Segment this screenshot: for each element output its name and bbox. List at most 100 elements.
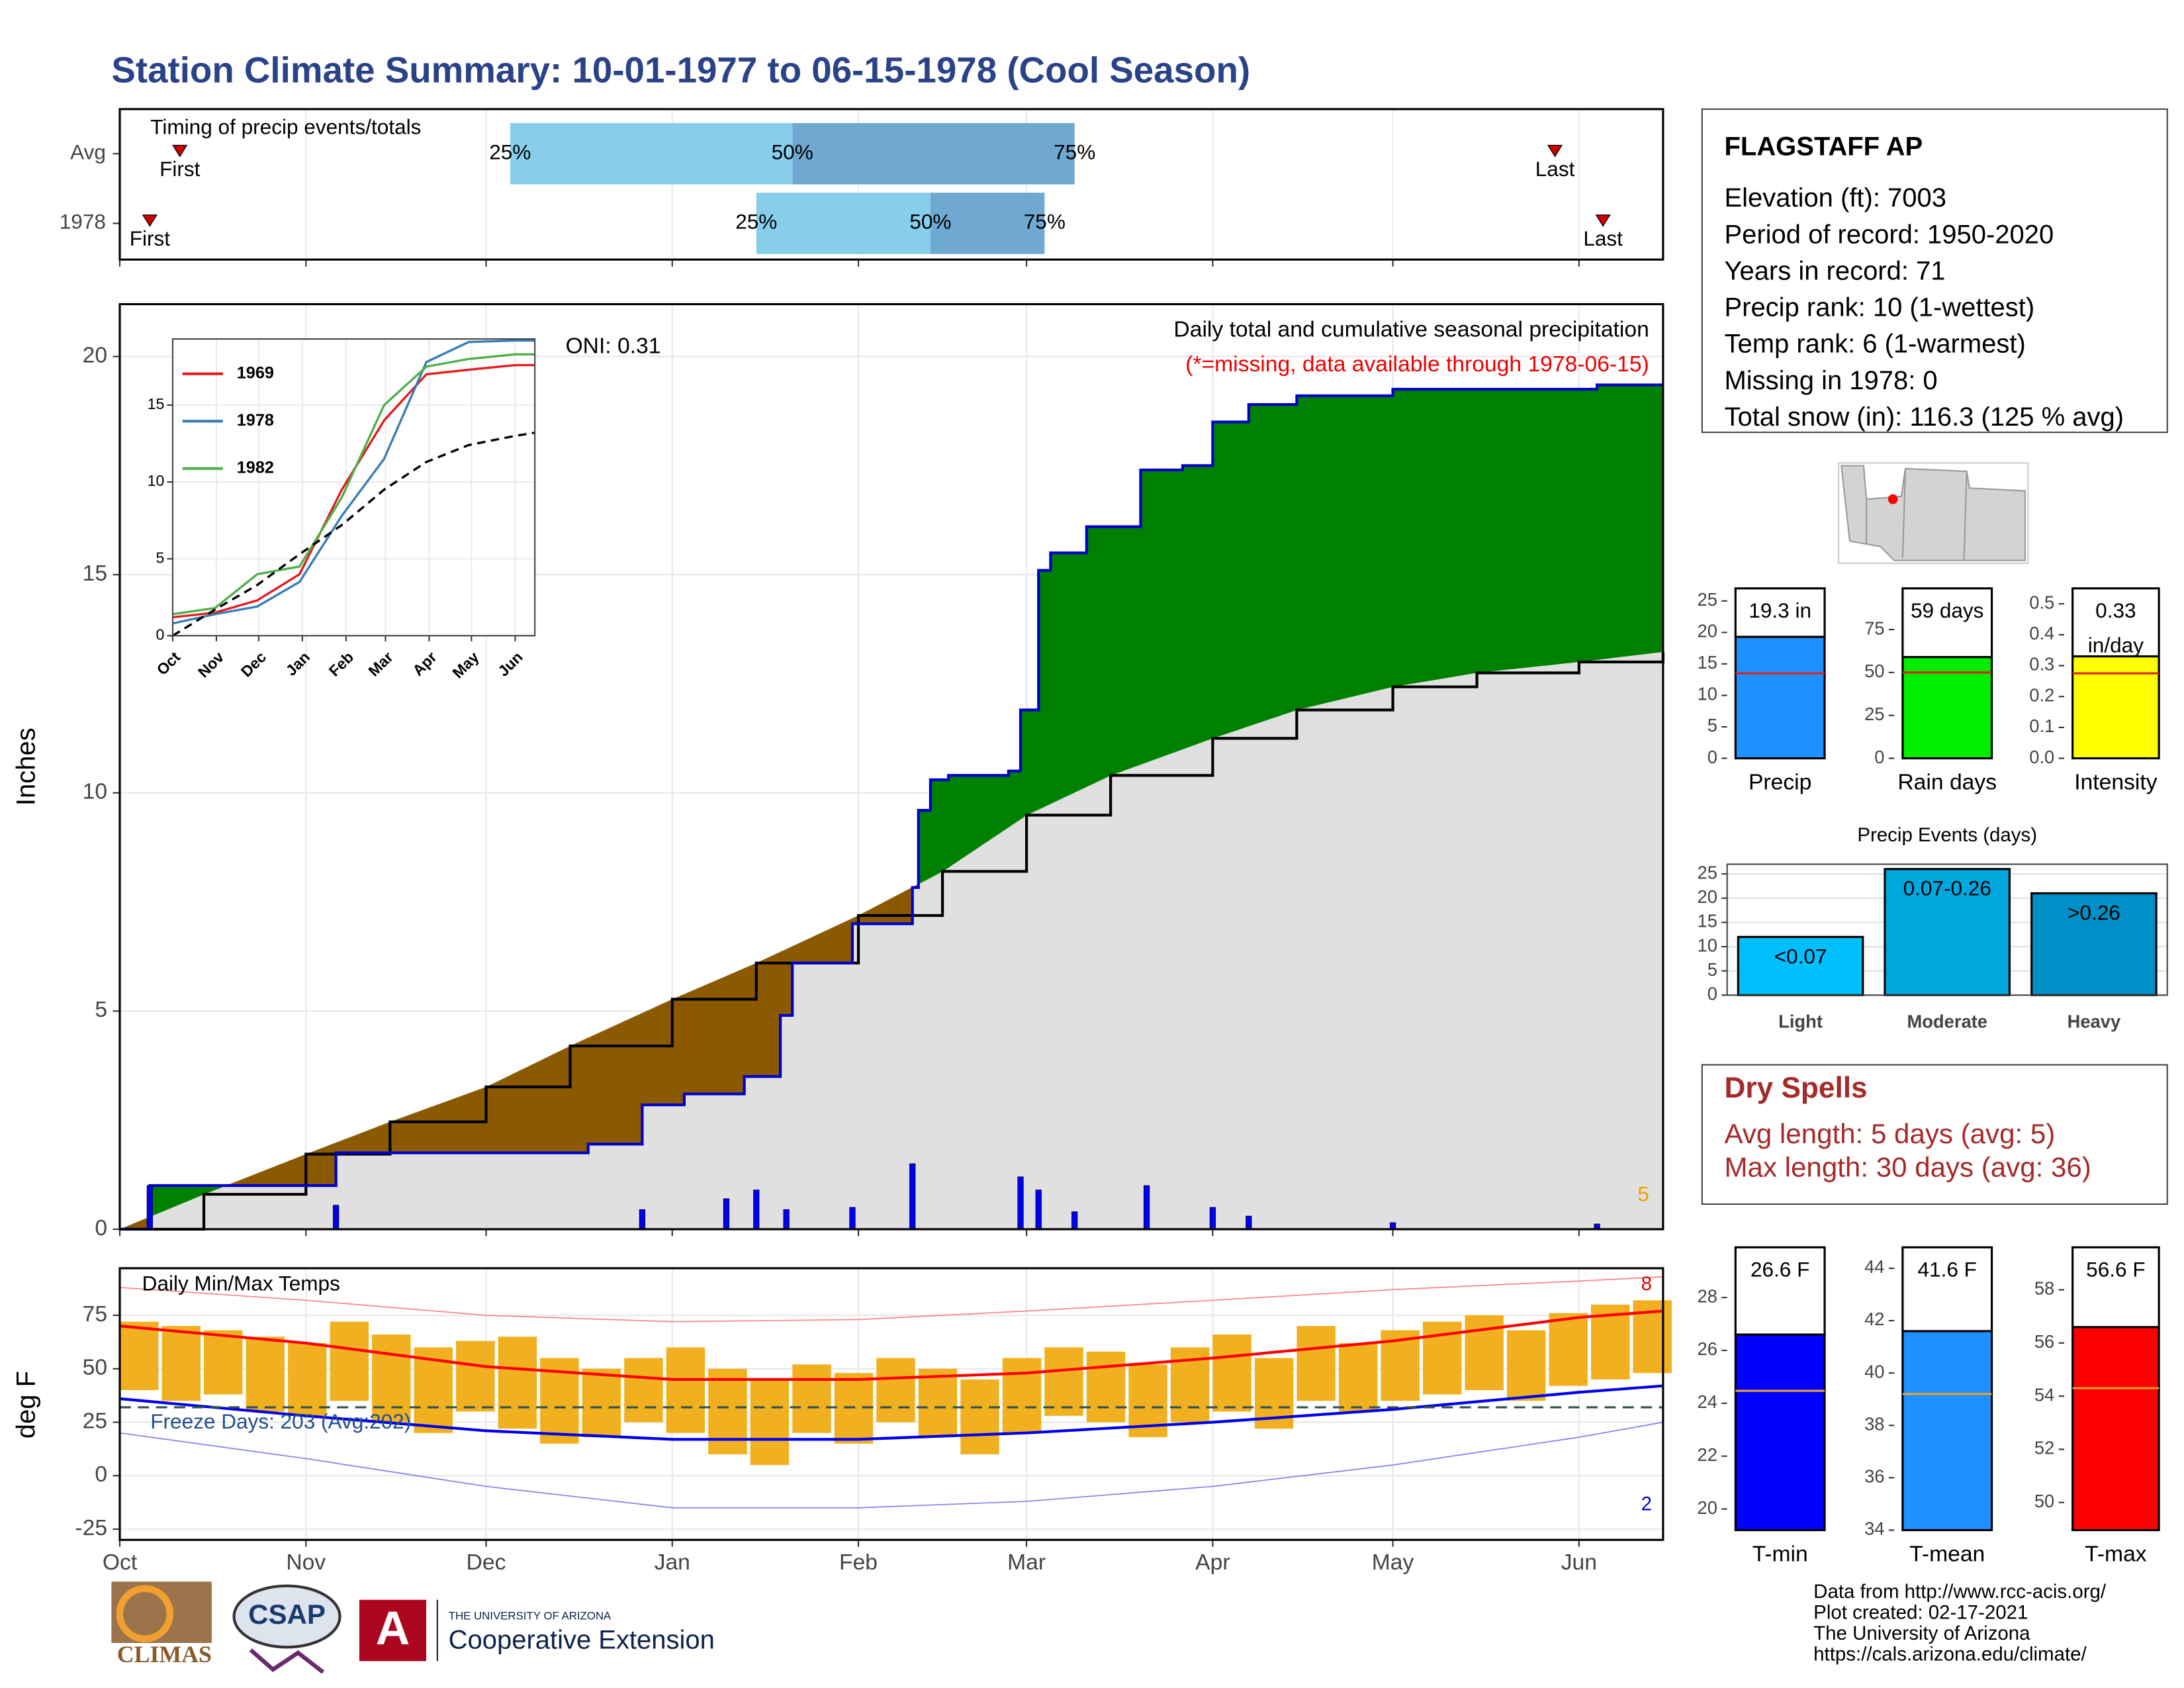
value-box: [2071, 1246, 2160, 1329]
csap-mark: [249, 1648, 325, 1674]
value-label: 26.6 F: [1751, 1257, 1809, 1281]
logo-text: CLIMAS: [117, 1641, 212, 1667]
temp-line: [119, 1421, 1664, 1509]
y-tick-label: 0: [1707, 747, 1717, 767]
panel-title: Timing of precip events/totals: [150, 115, 421, 139]
temp-range-bar: [582, 1368, 621, 1438]
row-label: Avg: [70, 140, 106, 164]
bar-label: <0.07: [1774, 944, 1827, 968]
credit-line: Plot created: 02-17-2021: [1813, 1602, 2028, 1624]
station-line: Elevation (ft): 7003: [1724, 183, 1946, 212]
panel-border: [118, 108, 1664, 261]
event-marker: [172, 144, 188, 158]
y-axis-label: deg F: [12, 1371, 41, 1438]
y-tick-label: 24: [1698, 1391, 1717, 1412]
temp-line: [119, 1384, 1664, 1441]
y-tick-label: 20: [83, 343, 107, 367]
above-average-area: [150, 385, 1664, 1217]
average-cumulative-line: [119, 651, 1664, 1231]
daily-precip-bar: [849, 1207, 856, 1230]
logos: CLIMAS CSAP A THE UNIVERSITY OF ARIZONA …: [111, 1581, 715, 1674]
x-tick-label: Feb: [839, 1550, 878, 1575]
panel-border: [118, 303, 1664, 1231]
y-tick-label: 56: [2034, 1331, 2054, 1352]
x-tick-label: Jan: [655, 1550, 690, 1575]
dry-spells-box: [1701, 1064, 2168, 1205]
x-axis-label: T-mean: [1909, 1542, 1985, 1566]
inset-line: [172, 363, 535, 619]
y-tick-label: 0.4: [2029, 623, 2054, 643]
temp-range-bar: [792, 1364, 831, 1433]
y-tick-label: 34: [1864, 1519, 1884, 1539]
bar-label: >0.26: [2068, 900, 2120, 924]
annotation: 5: [1637, 1182, 1649, 1206]
x-tick-label: Jun: [1561, 1550, 1597, 1575]
daily-precip-bar: [146, 1185, 153, 1230]
x-axis-label: Intensity: [2074, 770, 2158, 794]
inset-border: [171, 338, 536, 637]
event-label: Last: [1535, 157, 1575, 181]
chart-subtitle: (*=missing, data available through 1978-…: [1185, 352, 1649, 377]
stat-bar: [2071, 655, 2160, 760]
daily-precip-bar: [909, 1163, 916, 1230]
value-label: 41.6 F: [1918, 1257, 1977, 1281]
event-marker: [142, 214, 158, 227]
event-marker: [1595, 214, 1611, 227]
value-box: [1901, 1246, 1993, 1333]
y-tick-label: 5: [156, 549, 164, 566]
annotation: Freeze Days: 203 (Avg:202): [150, 1409, 411, 1433]
temp-range-bar: [330, 1321, 369, 1401]
y-tick-label: 5: [95, 998, 107, 1022]
inset-line: [172, 339, 535, 625]
temp-range-bar: [1086, 1351, 1126, 1423]
y-tick-label: 10: [1698, 684, 1717, 704]
x-tick-label: Nov: [286, 1550, 326, 1575]
stat-bar: [1901, 655, 1993, 760]
range-bar: [756, 193, 931, 254]
percentile-label: 75%: [1024, 210, 1066, 234]
y-tick-label: 15: [1698, 911, 1717, 931]
y-tick-label: 20: [1698, 621, 1717, 641]
temp-line: [119, 1309, 1664, 1381]
y-tick-label: 0: [95, 1216, 107, 1241]
value-box: [2071, 587, 2160, 658]
station-line: Temp rank: 6 (1-warmest): [1724, 330, 2025, 359]
ua-logo: [359, 1599, 427, 1662]
y-tick-label: 44: [1864, 1256, 1884, 1277]
temp-line: [119, 1276, 1663, 1323]
chart-title: Daily total and cumulative seasonal prec…: [1173, 317, 1649, 342]
inset-panel: [172, 339, 535, 636]
y-tick-label: 50: [83, 1356, 107, 1380]
y-tick-label: 0: [95, 1462, 107, 1487]
climas-ring: [116, 1585, 174, 1642]
row-label: 1978: [60, 210, 106, 234]
dry-spells-title: Dry Spells: [1724, 1072, 1867, 1104]
x-tick-label: Oct: [103, 1550, 138, 1575]
y-tick-label: 0.0: [2029, 747, 2054, 767]
y-tick-label: 75: [83, 1302, 107, 1327]
x-tick-label: Mar: [1007, 1550, 1046, 1575]
value-box: [1734, 1246, 1826, 1336]
station-line: Period of record: 1950-2020: [1724, 220, 2054, 249]
legend-label: 1982: [237, 458, 274, 477]
panel-border: [118, 1267, 1664, 1541]
csap-cloud: [232, 1584, 341, 1649]
y-tick-label: 20: [1698, 886, 1717, 907]
temp-range-bar: [624, 1358, 663, 1423]
stat-bar: [1901, 1330, 1993, 1532]
x-axis-label: Precip: [1749, 770, 1811, 794]
map-borders: [1866, 468, 1968, 561]
y-tick-label: 5: [1707, 715, 1717, 735]
range-bar: [510, 122, 793, 185]
y-axis-label: Inches: [12, 727, 41, 806]
x-tick-label: May: [1372, 1550, 1414, 1575]
daily-precip-bar: [723, 1198, 730, 1230]
chart-title: Daily Min/Max Temps: [142, 1271, 340, 1295]
value-label: 59 days: [1911, 598, 1984, 622]
event-label: First: [159, 157, 201, 181]
y-tick-label: 54: [2034, 1384, 2054, 1405]
event-marker: [1547, 144, 1563, 158]
temp-range-bar: [119, 1321, 159, 1391]
